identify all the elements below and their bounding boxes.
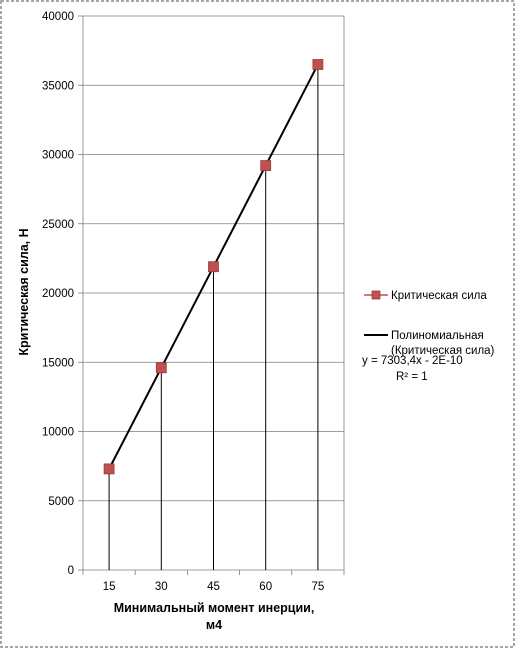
data-point — [103, 463, 115, 475]
x-axis-title: Минимальный момент инерции, — [114, 601, 315, 615]
legend-label-trend-line1: Полиномиальная — [391, 330, 484, 342]
marker-group — [103, 59, 324, 475]
data-point — [260, 160, 272, 171]
data-point — [312, 59, 324, 70]
y-tick-label: 10000 — [42, 427, 74, 439]
y-axis-title: Критическая сила, Н — [17, 228, 31, 355]
droplines — [108, 64, 319, 570]
legend-label-trend: Полиномиальная (Критическая сила) — [391, 330, 495, 357]
x-tick-label: 60 — [259, 581, 272, 593]
legend-label-series: Критическая сила — [391, 290, 487, 302]
y-tick-label: 30000 — [42, 150, 74, 162]
legend-marker-icon — [371, 290, 381, 300]
y-tick-label: 15000 — [42, 357, 74, 369]
y-tick-label: 5000 — [48, 496, 74, 508]
x-tick-label: 15 — [103, 581, 116, 593]
x-tick-label: 45 — [207, 581, 220, 593]
legend-label-trend-line2: (Критическая сила) — [391, 345, 495, 357]
trendline-r2: R² = 1 — [396, 371, 428, 383]
trendline-equation: y = 7303,4x - 2E-10 — [362, 355, 463, 367]
y-tick-label: 25000 — [42, 219, 74, 231]
legend: Критическая сила Полиномиальная (Критиче… — [364, 290, 495, 357]
x-tick-label: 75 — [312, 581, 325, 593]
x-axis-title-line2: м4 — [206, 618, 222, 632]
y-tick-label: 35000 — [42, 80, 74, 92]
data-point — [208, 261, 219, 273]
tick-labels: 0 5000 10000 15000 20000 25000 30000 35000 40000… — [42, 11, 324, 593]
y-tick-label: 40000 — [42, 11, 74, 23]
x-tick-label: 30 — [155, 581, 168, 593]
data-point — [155, 362, 167, 374]
y-tick-label: 0 — [68, 565, 74, 577]
y-tick-label: 20000 — [42, 288, 74, 300]
